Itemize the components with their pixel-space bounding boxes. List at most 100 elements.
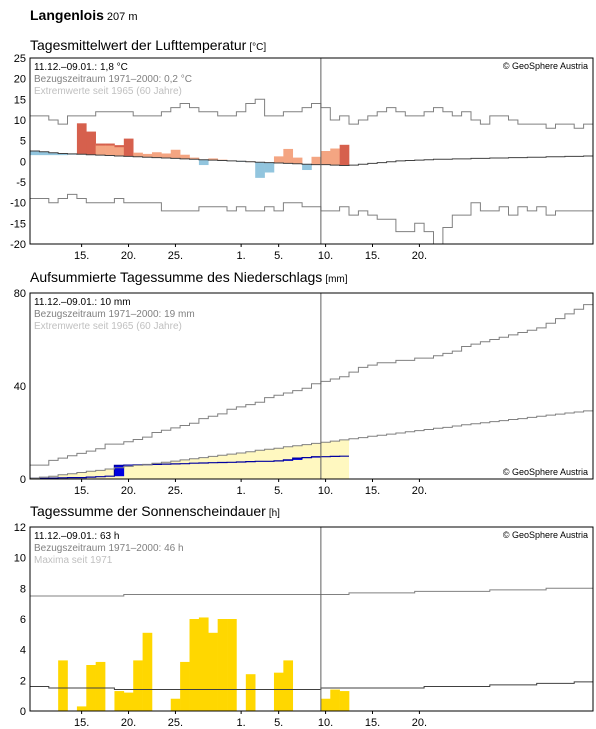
precipitation-x-tick-label: 10. [318, 485, 333, 497]
station-name: Langenlois [30, 7, 104, 23]
precipitation-y-tick: 40 [14, 381, 26, 393]
sunshine-mean-line [30, 681, 593, 690]
sunshine-bar [217, 619, 228, 711]
temperature-y-tick: -20 [10, 239, 26, 251]
precipitation-x-tick-label: 20. [412, 485, 427, 497]
sunshine-max-line [30, 587, 593, 597]
precipitation-max-line [30, 304, 593, 466]
sunshine-y-tick: 2 [20, 675, 26, 687]
sunshine-bar [227, 619, 237, 711]
precipitation-daily-bar [292, 458, 303, 460]
precipitation-title: Aufsummierte Tagessumme des Niederschlag… [30, 269, 348, 285]
temperature-y-tick: 5 [20, 136, 26, 148]
temperature-bar [330, 148, 340, 166]
temperature-y-tick: 25 [14, 53, 26, 65]
precipitation-copyright: © GeoSphere Austria [503, 467, 588, 477]
sunshine-bar [180, 661, 190, 711]
precipitation-x-tick-label: 25. [168, 485, 183, 497]
sunshine-bar [273, 672, 284, 711]
sunshine-bar [339, 691, 350, 711]
temperature-bar [48, 152, 59, 156]
sunshine-y-tick: 12 [14, 522, 26, 534]
sunshine-x-tick-label: 25. [168, 717, 183, 729]
precipitation-x-tick-label: 15. [365, 485, 380, 497]
sunshine-bar [133, 660, 143, 711]
temperature-bar-top [105, 143, 115, 146]
sunshine-bar [245, 674, 256, 711]
sunshine-bar [208, 632, 218, 711]
temperature-x-tick-label: 20. [121, 250, 136, 262]
sunshine-unit: [h] [268, 508, 280, 519]
station-elevation: 207 m [106, 11, 138, 23]
station-title: Langenlois 207 m [30, 7, 137, 23]
temperature-x-tick-label: 5. [274, 250, 283, 262]
temperature-bar [76, 123, 87, 155]
temperature-info-current: 11.12.–09.01.: 1,8 °C [34, 62, 128, 73]
temperature-bar [320, 151, 331, 165]
temperature-bar [95, 143, 106, 156]
sunshine-y-tick: 8 [20, 583, 26, 595]
sunshine-bar [76, 706, 87, 711]
temperature-y-tick: 10 [14, 115, 26, 127]
sunshine-x-tick-label: 15. [365, 717, 380, 729]
sunshine-info-reference: Bezugszeitraum 1971–2000: 46 h [34, 543, 184, 554]
temperature-bar [264, 162, 275, 173]
precipitation-title-text: Aufsummierte Tagessumme des Niederschlag… [30, 269, 323, 285]
sunshine-y-tick: 10 [14, 553, 26, 565]
temperature-bar-top [114, 145, 125, 148]
temperature-bar [86, 131, 96, 155]
precipitation-unit: [mm] [325, 274, 348, 285]
temperature-bar [123, 138, 134, 157]
precipitation-sum-line [30, 455, 349, 479]
temperature-min-line [30, 193, 593, 245]
precipitation-info-current: 11.12.–09.01.: 10 mm [34, 297, 131, 308]
temperature-y-tick: 20 [14, 74, 26, 86]
temperature-bar [30, 151, 40, 156]
sunshine-bar [123, 692, 134, 711]
temperature-bar [283, 148, 294, 164]
sunshine-bar [142, 632, 153, 711]
sunshine-bar [95, 661, 106, 711]
sunshine-x-tick-label: 15. [74, 717, 89, 729]
temperature-y-tick: -15 [10, 218, 26, 230]
sunshine-bar [330, 689, 340, 711]
temperature-bar [311, 156, 322, 165]
precipitation-info-reference: Bezugszeitraum 1971–2000: 19 mm [34, 309, 195, 320]
temperature-bar [198, 159, 209, 166]
temperature-bar [292, 157, 303, 164]
temperature-title-text: Tagesmittelwert der Lufttemperatur [30, 37, 247, 53]
precipitation-x-tick-label: 5. [274, 485, 283, 497]
precipitation-x-tick-label: 20. [121, 485, 136, 497]
sunshine-bar [58, 660, 68, 711]
sunshine-info-extremes: Maxima seit 1971 [34, 555, 113, 566]
temperature-bar [39, 151, 50, 156]
temperature-bar-top [95, 143, 106, 146]
sunshine-x-tick-label: 20. [412, 717, 427, 729]
sunshine-copyright: © GeoSphere Austria [503, 530, 588, 540]
sunshine-title: Tagessumme der Sonnenscheindauer [h] [30, 503, 280, 519]
temperature-x-tick-label: 20. [412, 250, 427, 262]
precipitation-x-tick-label: 15. [74, 485, 89, 497]
temperature-bar [151, 152, 162, 158]
temperature-bar [133, 152, 143, 157]
precipitation-mean-line [30, 410, 593, 479]
sunshine-y-tick: 0 [20, 706, 26, 718]
temperature-y-tick: -10 [10, 198, 26, 210]
precipitation-y-tick: 0 [20, 474, 26, 486]
sunshine-bar [114, 691, 125, 711]
sunshine-bar [189, 619, 200, 711]
temperature-bar [302, 164, 312, 171]
sunshine-bar [198, 617, 209, 711]
temperature-x-tick-label: 15. [365, 250, 380, 262]
temperature-bar [114, 145, 125, 156]
temperature-bar [180, 154, 190, 159]
sunshine-x-tick-label: 5. [274, 717, 283, 729]
sunshine-bar [170, 698, 181, 711]
temperature-info-reference: Bezugszeitraum 1971–2000: 0,2 °C [34, 74, 192, 85]
temperature-bar [189, 157, 200, 160]
temperature-plot-frame [29, 57, 594, 245]
temperature-x-tick-label: 15. [74, 250, 89, 262]
sunshine-x-tick-label: 20. [121, 717, 136, 729]
temperature-y-tick: -5 [16, 177, 26, 189]
